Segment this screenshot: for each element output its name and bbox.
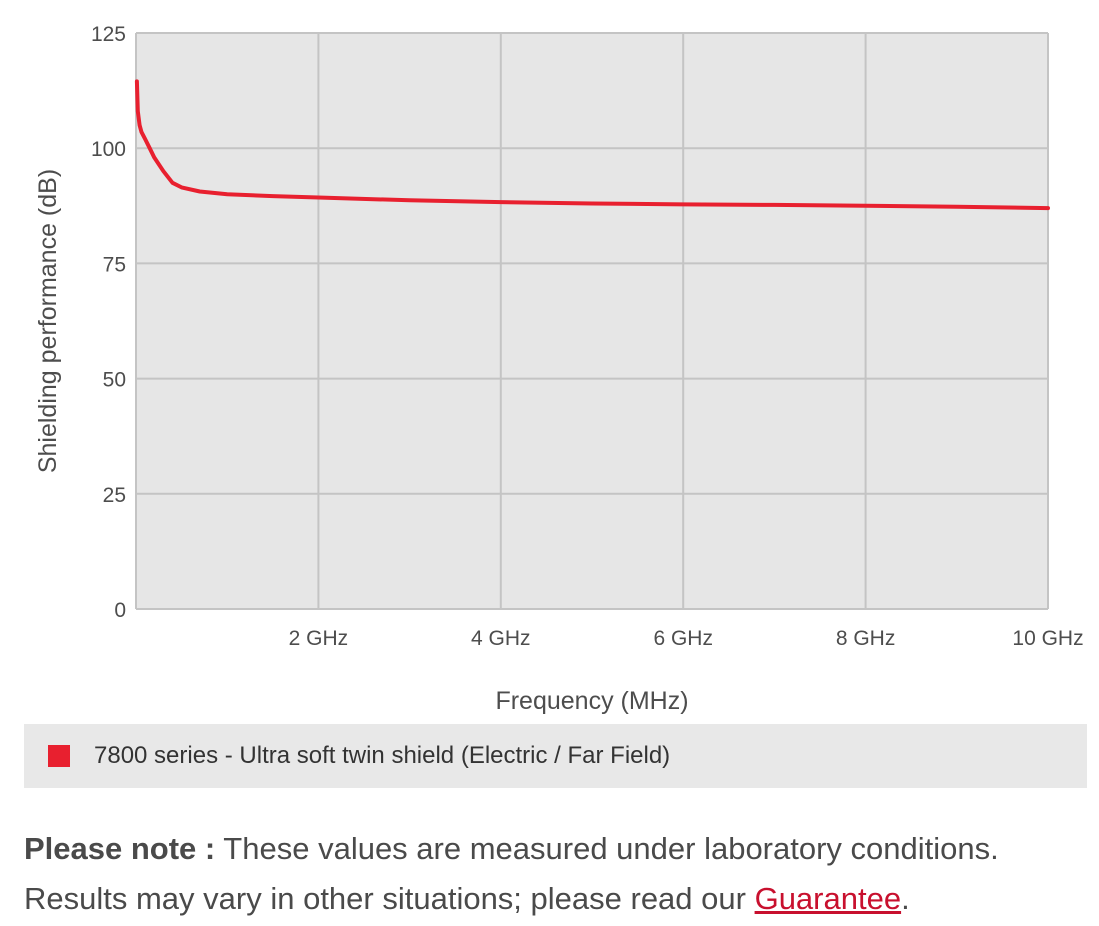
y-tick-label: 25	[103, 484, 126, 507]
note-text: These values are measured under laborato…	[24, 831, 999, 916]
guarantee-link[interactable]: Guarantee	[754, 881, 902, 916]
legend: 7800 series - Ultra soft twin shield (El…	[24, 724, 1087, 788]
legend-label[interactable]: 7800 series - Ultra soft twin shield (El…	[94, 742, 671, 769]
x-tick-label: 2 GHz	[289, 627, 349, 650]
x-tick-label: 8 GHz	[836, 627, 896, 650]
note-lead: Please note :	[24, 831, 216, 866]
series-line	[134, 79, 1050, 211]
chart-area: 0 25 50 75 100 125 2 GHz 4 GHz 6 GHz 8 GHz 10 GHz …	[34, 23, 1084, 715]
disclaimer-note: Please note : These values are measured …	[24, 824, 1084, 924]
legend-swatch	[48, 745, 70, 767]
axes	[135, 33, 1048, 610]
y-tick-label: 50	[103, 369, 126, 392]
y-tick-label: 75	[103, 253, 126, 276]
x-tick-label: 6 GHz	[653, 627, 713, 650]
y-tick-label: 125	[91, 23, 126, 46]
series-lines	[134, 79, 1050, 211]
x-axis-label: Frequency (MHz)	[495, 687, 688, 715]
note-end: .	[901, 881, 910, 916]
plot-background	[136, 33, 1048, 609]
y-tick-label: 100	[91, 138, 126, 161]
x-tick-label: 10 GHz	[1012, 627, 1083, 650]
tick-labels: 0 25 50 75 100 125 2 GHz 4 GHz 6 GHz 8 GHz 10 GHz	[91, 23, 1084, 650]
y-tick-label: 0	[114, 599, 126, 622]
grid-lines	[136, 32, 1049, 609]
x-tick-label: 4 GHz	[471, 627, 531, 650]
y-axis-label: Shielding performance (dB)	[34, 169, 62, 473]
